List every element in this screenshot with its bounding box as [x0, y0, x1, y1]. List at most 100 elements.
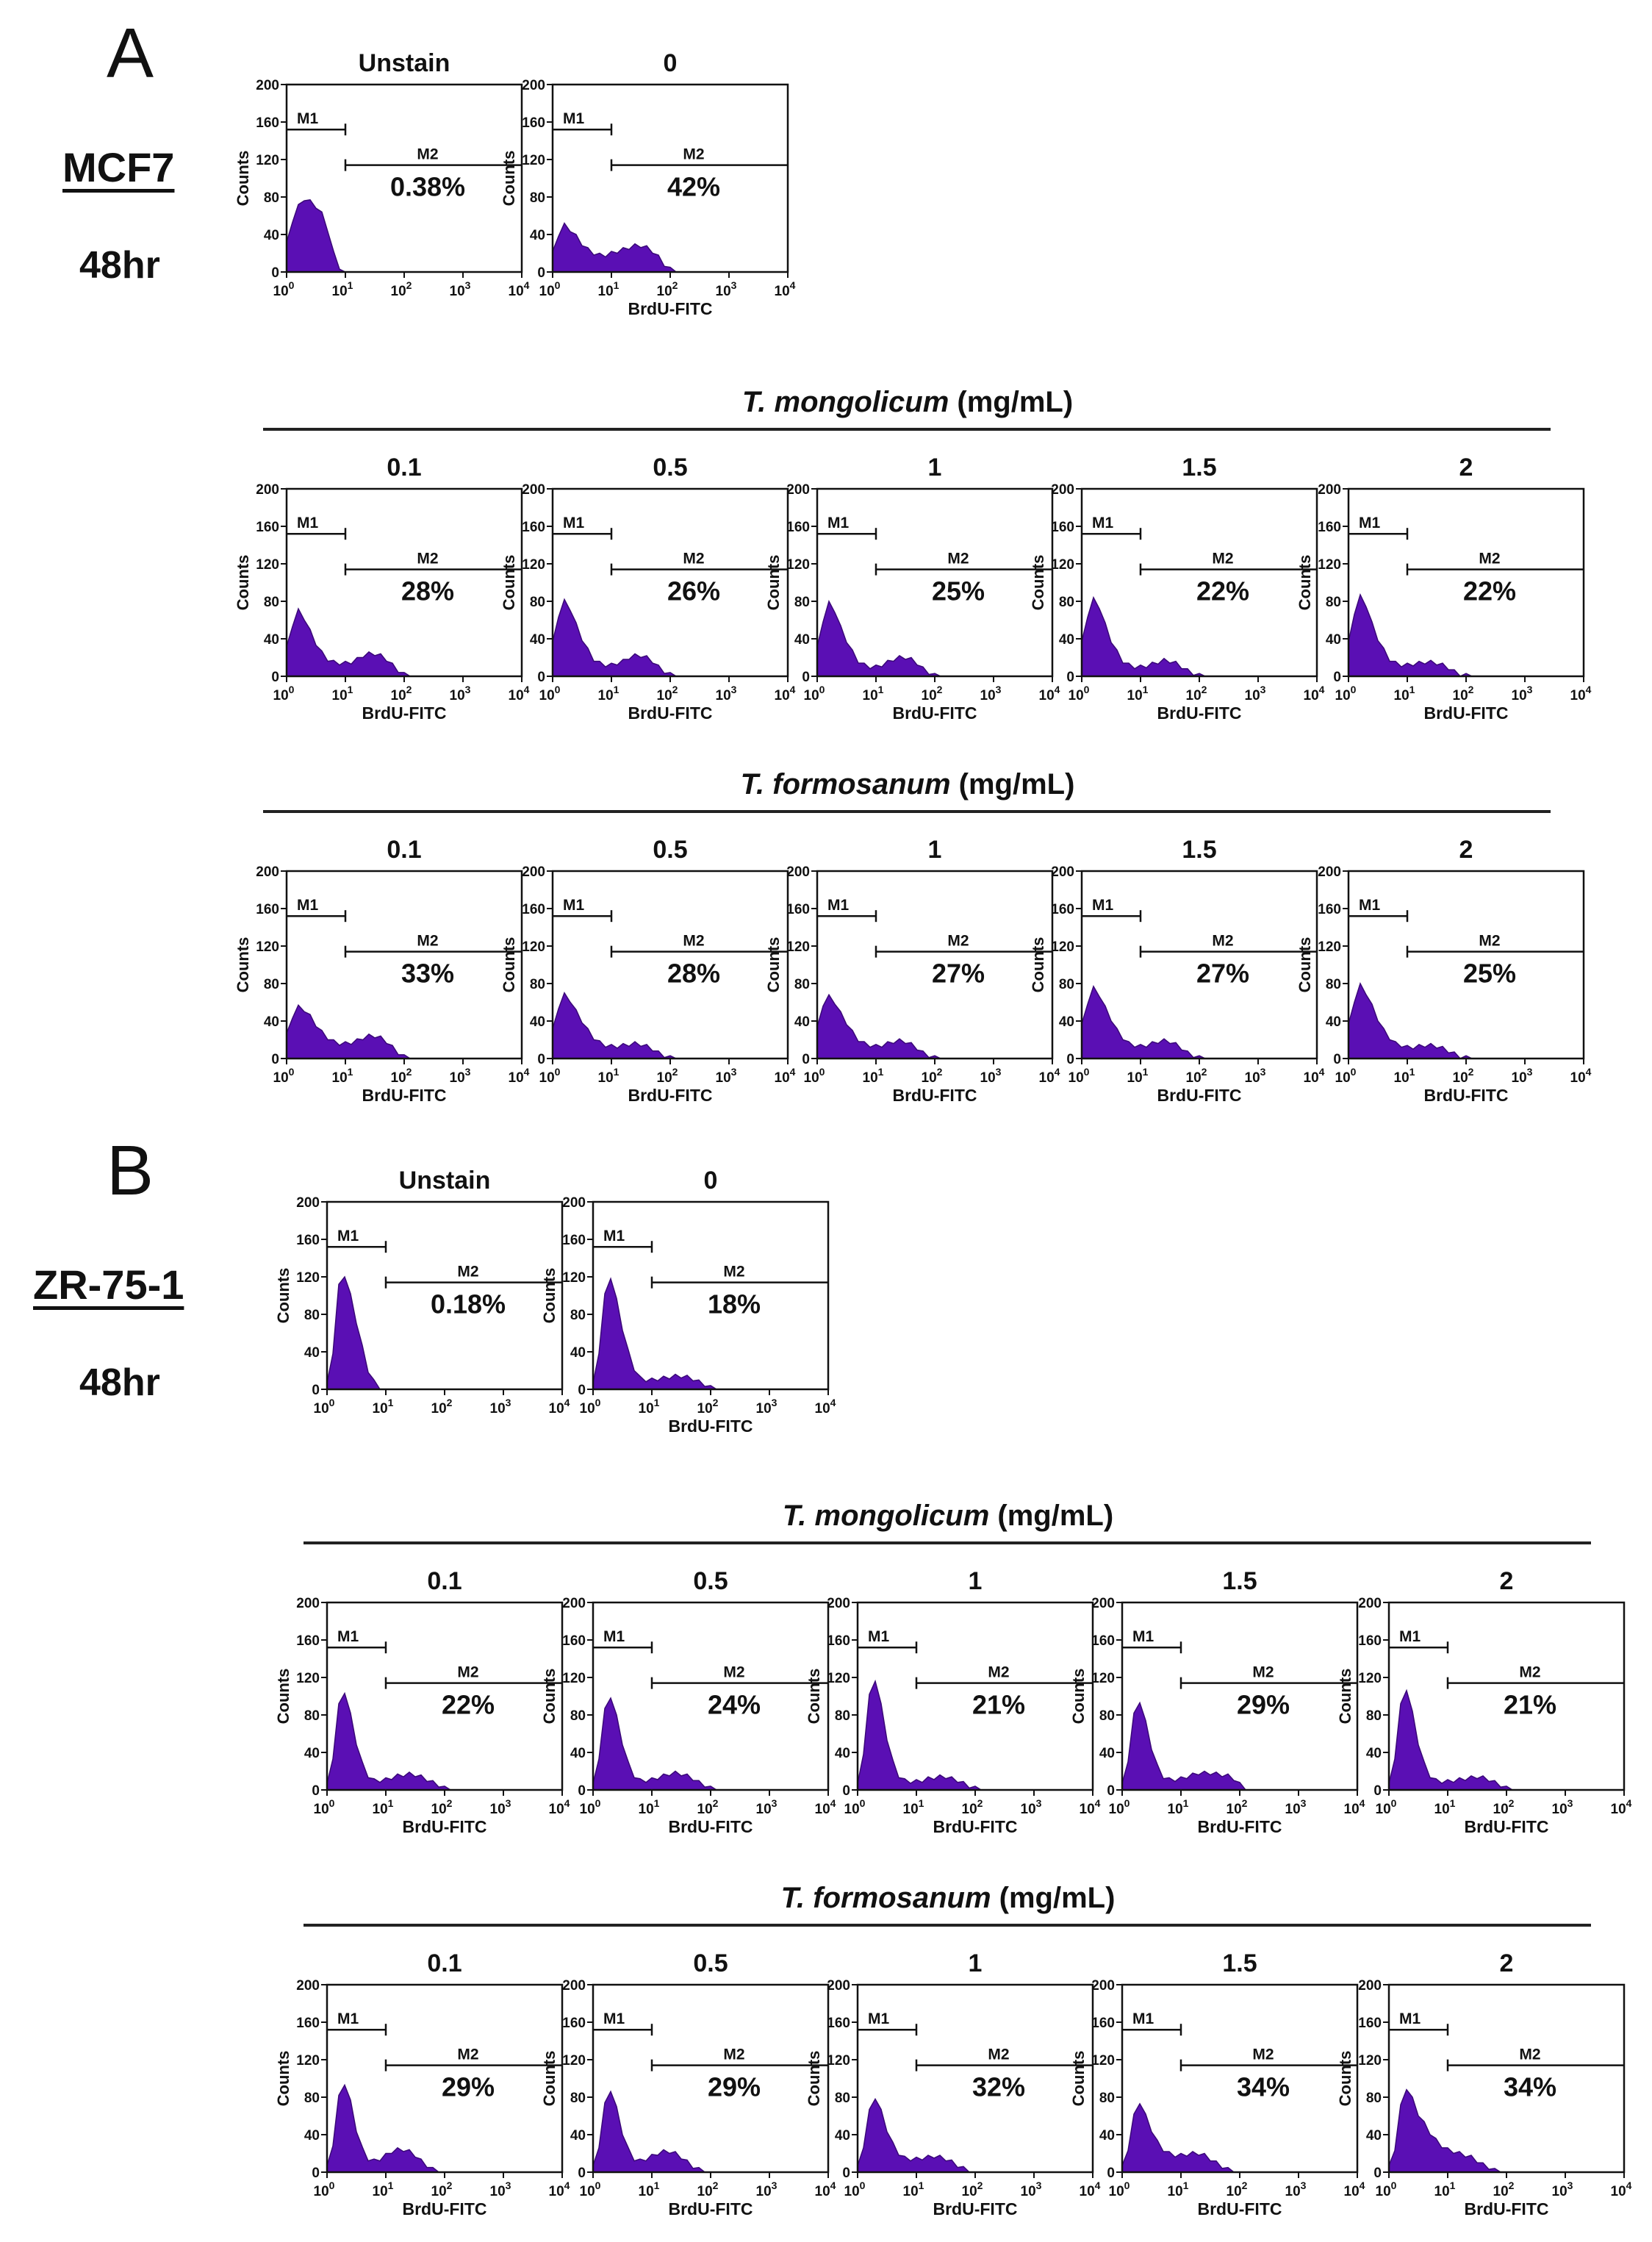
y-tick-label: 160 — [256, 902, 279, 917]
group-rule — [304, 1924, 1591, 1927]
y-tick-label: 80 — [530, 190, 545, 206]
y-tick-label: 0 — [537, 1052, 545, 1067]
histogram-svg: 1.5 0 40 80 120 160 200 Counts 100 101 102 103 104 Br… — [1069, 1567, 1365, 1836]
y-tick-label: 200 — [1318, 482, 1341, 498]
y-tick-label: 200 — [786, 864, 810, 880]
x-tick-label: 103 — [756, 1797, 777, 1817]
y-tick-label: 200 — [827, 1596, 850, 1611]
y-axis-label: Counts — [540, 2051, 559, 2107]
y-tick-label: 200 — [1051, 482, 1074, 498]
y-tick-label: 200 — [562, 1978, 586, 1994]
histogram-svg: 2 0 40 80 120 160 200 Counts 100 101 102 103 104 BrdU… — [1336, 1567, 1632, 1836]
x-tick-label: 104 — [549, 1797, 570, 1817]
y-tick-label: 80 — [264, 190, 279, 206]
x-axis-label: BrdU-FITC — [893, 703, 977, 723]
x-tick-label: 100 — [1069, 1066, 1090, 1086]
histogram-svg: 0.5 0 40 80 120 160 200 Counts 100 101 102 103 104 Br… — [500, 836, 796, 1105]
x-tick-label: 104 — [815, 2180, 836, 2199]
histogram-area — [286, 1003, 434, 1059]
x-tick-label: 101 — [332, 684, 353, 703]
gate-m1-label: M1 — [563, 110, 584, 127]
x-tick-label: 102 — [962, 1797, 983, 1817]
gate-m1-label: M1 — [297, 897, 318, 914]
gate-m1-label: M1 — [1092, 515, 1113, 531]
y-tick-label: 160 — [786, 520, 810, 535]
y-tick-label: 80 — [570, 1308, 586, 1323]
y-tick-label: 40 — [530, 1014, 545, 1030]
gate-m2-label: M2 — [683, 933, 704, 950]
y-tick-label: 80 — [1099, 2091, 1115, 2106]
gate-m1-label: M1 — [337, 1628, 359, 1645]
y-tick-label: 80 — [304, 2091, 320, 2106]
x-tick-label: 104 — [815, 1397, 836, 1417]
x-tick-label: 101 — [1168, 1797, 1189, 1817]
plot-title: 0.5 — [653, 836, 687, 864]
x-axis-label: BrdU-FITC — [1424, 703, 1509, 723]
y-tick-label: 40 — [570, 1345, 586, 1361]
m2-percent: 21% — [1504, 1690, 1556, 1720]
y-tick-label: 120 — [1318, 939, 1341, 955]
histogram-plot: 2 0 40 80 120 160 200 Counts 100 101 102 103 104 BrdU… — [1330, 1562, 1652, 1860]
histogram-svg: 2 0 40 80 120 160 200 Counts 100 101 102 103 104 BrdU… — [1296, 454, 1592, 723]
x-tick-label: 100 — [273, 684, 295, 703]
panel-letter: B — [107, 1131, 154, 1210]
histogram-area — [1348, 593, 1495, 677]
histogram-plot: 1 0 40 80 120 160 200 Counts 100 101 102 103 104 BrdU… — [799, 1944, 1122, 2242]
y-tick-label: 120 — [562, 1270, 586, 1286]
x-tick-label: 102 — [922, 1066, 943, 1086]
y-tick-label: 200 — [256, 482, 279, 498]
y-tick-label: 0 — [842, 2166, 850, 2181]
x-tick-label: 101 — [598, 279, 620, 299]
m2-percent: 33% — [401, 959, 454, 989]
y-tick-label: 0 — [312, 1383, 320, 1398]
y-tick-label: 120 — [786, 939, 810, 955]
x-tick-label: 103 — [980, 1066, 1002, 1086]
x-tick-label: 103 — [1285, 1797, 1307, 1817]
plot-title: 1 — [928, 454, 942, 481]
y-tick-label: 120 — [522, 153, 545, 168]
x-axis-label: BrdU-FITC — [1465, 2199, 1549, 2218]
plot-title: 0.5 — [653, 454, 687, 481]
y-tick-label: 200 — [562, 1195, 586, 1211]
y-axis-label: Counts — [764, 937, 783, 993]
y-tick-label: 200 — [522, 864, 545, 880]
gate-m1-label: M1 — [603, 2010, 625, 2027]
gate-m2-label: M2 — [1479, 933, 1500, 950]
x-tick-label: 104 — [1611, 1797, 1632, 1817]
x-tick-label: 104 — [1039, 1066, 1060, 1086]
x-tick-label: 104 — [1080, 1797, 1101, 1817]
y-tick-label: 40 — [304, 1345, 320, 1361]
m2-percent: 26% — [667, 576, 720, 606]
x-tick-label: 103 — [980, 684, 1002, 703]
y-tick-label: 200 — [522, 78, 545, 93]
group-header: T. mongolicum (mg/mL) — [305, 1500, 1591, 1533]
y-tick-label: 120 — [296, 2053, 320, 2069]
histogram-svg: 0.1 0 40 80 120 160 200 Counts 100 101 102 103 104 Br… — [274, 1567, 570, 1836]
y-tick-label: 80 — [835, 2091, 850, 2106]
y-tick-label: 0 — [271, 670, 279, 685]
y-tick-label: 0 — [1333, 1052, 1341, 1067]
plot-title: 0 — [664, 49, 678, 77]
gate-m2-label: M2 — [1212, 551, 1233, 567]
x-axis-label: BrdU-FITC — [403, 2199, 487, 2218]
x-tick-label: 100 — [580, 1797, 601, 1817]
x-tick-label: 102 — [1493, 1797, 1515, 1817]
y-tick-label: 40 — [1099, 2128, 1115, 2143]
x-tick-label: 100 — [804, 684, 825, 703]
histogram-svg: 0.5 0 40 80 120 160 200 Counts 100 101 102 103 104 Br… — [540, 1567, 836, 1836]
x-tick-label: 102 — [1453, 1066, 1474, 1086]
x-axis-label: BrdU-FITC — [628, 1086, 713, 1105]
y-tick-label: 80 — [794, 595, 810, 610]
x-tick-label: 103 — [1512, 684, 1533, 703]
x-axis-label: BrdU-FITC — [362, 1086, 447, 1105]
y-tick-label: 120 — [522, 557, 545, 573]
concentration-unit: (mg/mL) — [958, 768, 1075, 801]
gate-m2-label: M2 — [417, 551, 438, 567]
y-tick-label: 0 — [271, 265, 279, 281]
histogram-svg: 0.5 0 40 80 120 160 200 Counts 100 101 102 103 104 Br… — [500, 454, 796, 723]
histogram-plot: 0.1 0 40 80 120 160 200 Counts 100 101 102 103 104 Br… — [268, 1562, 592, 1860]
x-tick-label: 103 — [1552, 1797, 1573, 1817]
y-tick-label: 160 — [1051, 902, 1074, 917]
y-tick-label: 80 — [794, 977, 810, 992]
plot-title: 1 — [928, 836, 942, 864]
